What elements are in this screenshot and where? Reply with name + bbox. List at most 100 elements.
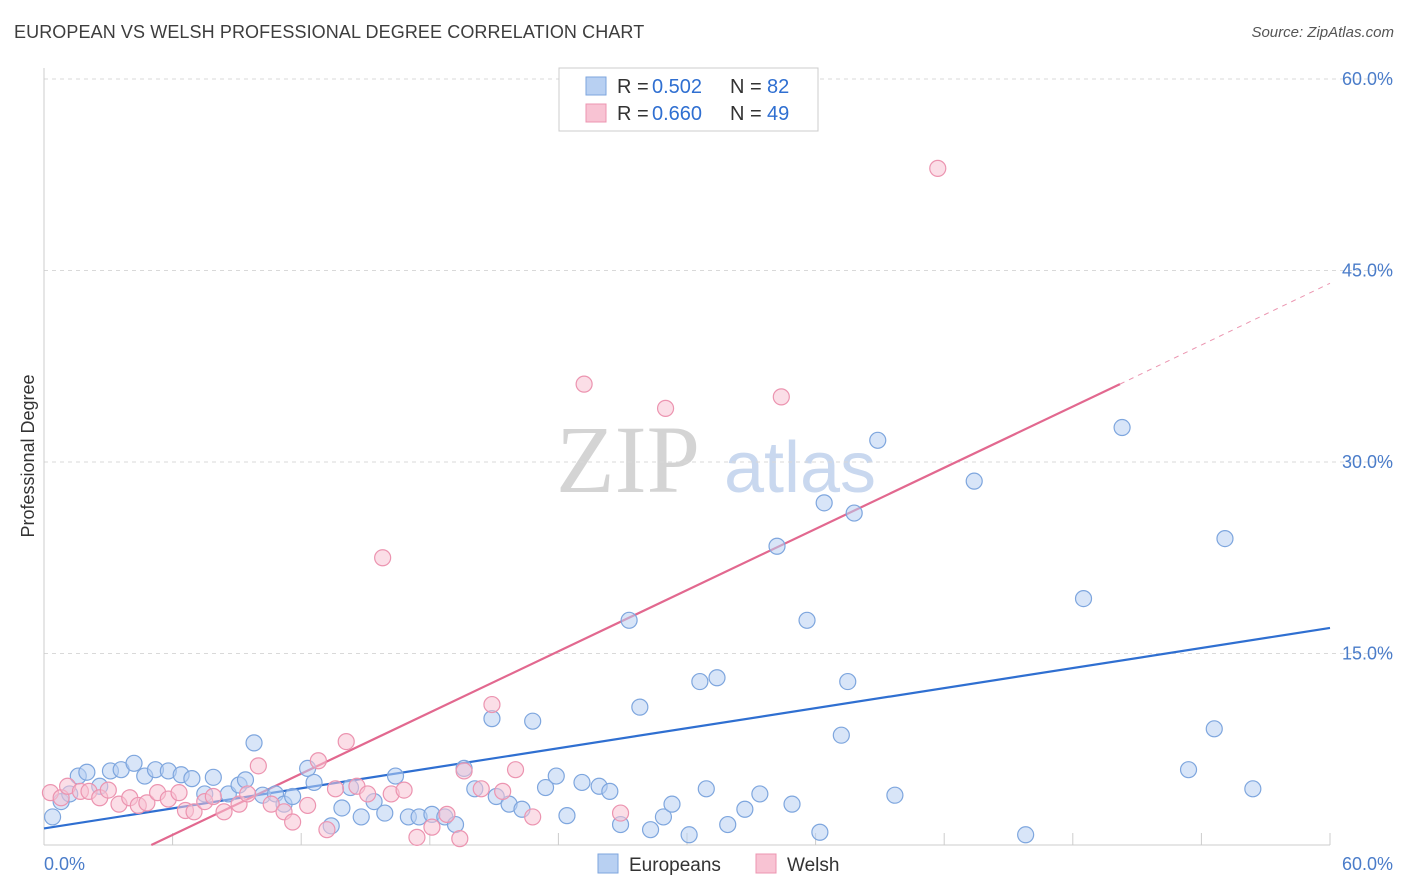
europeans-point bbox=[376, 804, 394, 822]
welsh-point bbox=[494, 782, 512, 800]
x-tick-label-max: 60.0% bbox=[1342, 854, 1393, 874]
europeans-n-label: N = bbox=[730, 76, 762, 98]
europeans-point bbox=[333, 799, 351, 817]
europeans-point bbox=[641, 821, 660, 839]
welsh-point bbox=[262, 795, 280, 813]
europeans-point bbox=[845, 504, 863, 522]
welsh-point bbox=[204, 787, 222, 806]
welsh-point bbox=[299, 796, 317, 815]
welsh-point bbox=[524, 808, 542, 826]
europeans-point bbox=[708, 669, 726, 687]
welsh-point bbox=[408, 828, 426, 846]
europeans-point bbox=[43, 808, 62, 826]
welsh-point bbox=[506, 761, 525, 779]
y-tick-label: 60.0% bbox=[1342, 69, 1393, 89]
europeans-point bbox=[125, 754, 143, 772]
europeans-point bbox=[245, 734, 263, 752]
x-tick-label-min: 0.0% bbox=[44, 854, 85, 874]
welsh-point bbox=[337, 732, 355, 751]
europeans-point bbox=[183, 770, 201, 788]
series-legend: Europeans Welsh bbox=[597, 853, 839, 876]
y-axis-title: Professional Degree bbox=[18, 374, 38, 537]
europeans-point bbox=[736, 800, 754, 818]
europeans-point bbox=[811, 823, 829, 841]
welsh-n-label: N = bbox=[730, 103, 762, 125]
welsh-point bbox=[170, 784, 188, 802]
welsh-r-value: 0.660 bbox=[652, 103, 702, 125]
welsh-point bbox=[472, 780, 490, 798]
welsh-bottom-swatch bbox=[755, 853, 777, 874]
europeans-bottom-swatch bbox=[597, 853, 619, 874]
welsh-point bbox=[483, 695, 501, 714]
welsh-point bbox=[455, 762, 473, 780]
welsh-point bbox=[395, 781, 413, 799]
welsh-point bbox=[284, 813, 302, 831]
chart-title: EUROPEAN VS WELSH PROFESSIONAL DEGREE CO… bbox=[14, 22, 645, 42]
welsh-trend-extension bbox=[1119, 282, 1331, 385]
welsh-point bbox=[929, 159, 947, 177]
europeans-point bbox=[1113, 418, 1131, 437]
europeans-point bbox=[869, 431, 887, 449]
europeans-point bbox=[352, 808, 370, 826]
europeans-point bbox=[815, 494, 833, 512]
europeans-point bbox=[305, 773, 323, 792]
welsh-point bbox=[451, 830, 469, 848]
europeans-point bbox=[783, 795, 801, 813]
europeans-point bbox=[663, 795, 681, 813]
welsh-point bbox=[326, 780, 345, 798]
europeans-point bbox=[719, 815, 737, 834]
europeans-point bbox=[1074, 590, 1093, 608]
welsh-point bbox=[215, 803, 233, 821]
europeans-point bbox=[204, 768, 222, 786]
watermark-atlas: atlas bbox=[724, 428, 876, 508]
europeans-r-label: R = bbox=[617, 76, 649, 98]
welsh-point bbox=[99, 781, 117, 799]
europeans-point bbox=[236, 771, 255, 789]
europeans-point bbox=[680, 826, 698, 844]
welsh-point bbox=[423, 818, 441, 836]
stats-legend: R = 0.502 N = 82 R = 0.660 N = 49 bbox=[558, 67, 819, 132]
europeans-point bbox=[536, 778, 555, 797]
europeans-point bbox=[547, 767, 565, 785]
europeans-point bbox=[1205, 720, 1223, 738]
europeans-legend-swatch bbox=[585, 76, 607, 96]
welsh-point bbox=[239, 785, 257, 803]
welsh-point bbox=[309, 752, 327, 770]
welsh-point bbox=[772, 388, 790, 406]
watermark-zip: ZIP bbox=[556, 406, 700, 513]
europeans-point bbox=[524, 712, 542, 730]
europeans-point bbox=[284, 787, 302, 806]
y-tick-label: 15.0% bbox=[1342, 644, 1393, 664]
welsh-point bbox=[185, 803, 203, 821]
watermark: ZIP atlas bbox=[556, 406, 876, 513]
europeans-point bbox=[886, 786, 904, 804]
europeans-point bbox=[839, 672, 857, 691]
y-tick-label: 45.0% bbox=[1342, 261, 1393, 281]
chart-source: Source: ZipAtlas.com bbox=[1251, 24, 1394, 41]
europeans-point bbox=[573, 773, 591, 792]
europeans-bottom-label: Europeans bbox=[629, 855, 721, 876]
europeans-point bbox=[768, 537, 786, 555]
europeans-point bbox=[78, 763, 96, 781]
welsh-point bbox=[249, 757, 267, 775]
welsh-point bbox=[359, 785, 377, 803]
gridlines bbox=[44, 78, 1392, 654]
tick-labels: 15.0% 30.0% 45.0% 60.0% 0.0% 60.0% bbox=[44, 69, 1393, 874]
europeans-point bbox=[1216, 529, 1234, 548]
europeans-point bbox=[1244, 780, 1262, 798]
welsh-bottom-label: Welsh bbox=[787, 855, 839, 876]
europeans-point bbox=[631, 698, 649, 716]
europeans-point bbox=[691, 672, 709, 691]
welsh-point bbox=[318, 821, 336, 839]
europeans-point bbox=[798, 611, 816, 629]
welsh-points bbox=[41, 159, 947, 848]
europeans-point bbox=[1179, 761, 1198, 779]
welsh-point bbox=[611, 804, 630, 822]
welsh-point bbox=[656, 399, 675, 417]
europeans-point bbox=[832, 726, 850, 744]
welsh-point bbox=[374, 549, 392, 567]
europeans-point bbox=[558, 807, 576, 825]
welsh-point bbox=[438, 805, 456, 823]
welsh-n-value: 49 bbox=[767, 103, 789, 125]
